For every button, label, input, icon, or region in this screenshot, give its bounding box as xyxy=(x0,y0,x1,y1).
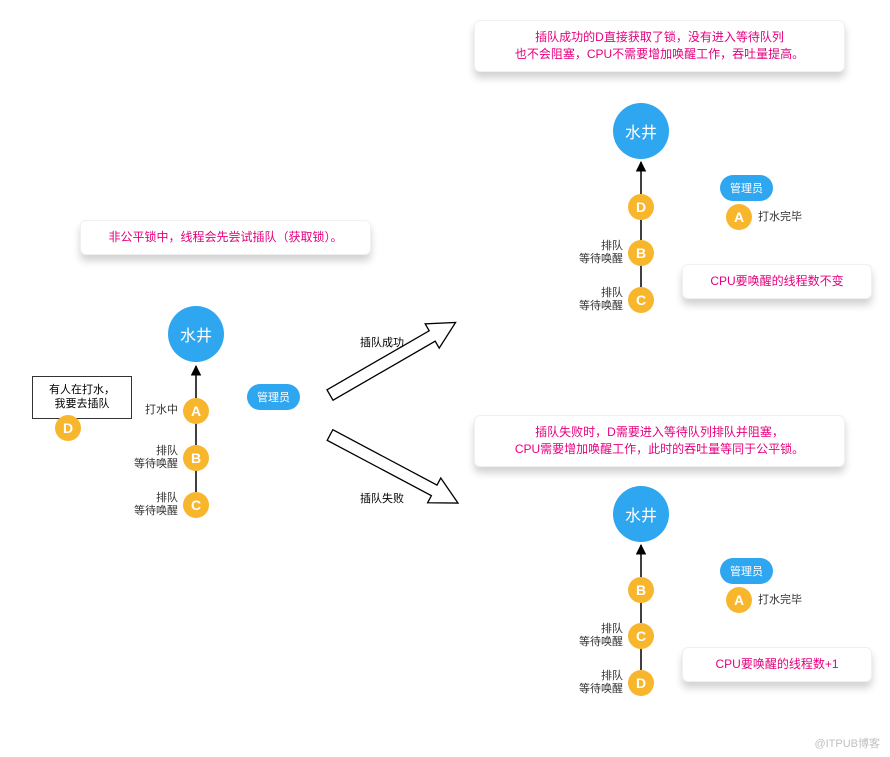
left-node-b-letter: B xyxy=(191,450,201,466)
tr-well-label: 水井 xyxy=(625,119,657,143)
left-node-a: A xyxy=(183,398,209,424)
br-speech-line2: CPU需要增加唤醒工作，此时的吞吐量等同于公平锁。 xyxy=(487,441,832,458)
br-d-label: 排队 等待唤醒 xyxy=(567,670,623,696)
left-node-b: B xyxy=(183,445,209,471)
left-speech-text: 非公平锁中，线程会先尝试插队（获取锁）。 xyxy=(93,229,358,246)
tr-node-d: D xyxy=(628,194,654,220)
br-a-done-label: 打水完毕 xyxy=(758,594,818,607)
left-node-d-letter: D xyxy=(63,420,73,436)
left-node-a-letter: A xyxy=(191,403,201,419)
br-cpu-text: CPU要唤醒的线程数+1 xyxy=(691,656,863,673)
left-node-c: C xyxy=(183,492,209,518)
br-manager-label: 管理员 xyxy=(730,566,763,578)
tr-node-b-letter: B xyxy=(636,245,646,261)
br-well: 水井 xyxy=(613,486,669,542)
arrow-layer xyxy=(0,0,890,757)
left-speech-bubble: 非公平锁中，线程会先尝试插队（获取锁）。 xyxy=(80,220,371,255)
left-well-label: 水井 xyxy=(180,322,212,346)
tr-node-c: C xyxy=(628,287,654,313)
tr-node-c-letter: C xyxy=(636,292,646,308)
left-manager-pill: 管理员 xyxy=(247,384,300,410)
tr-node-b: B xyxy=(628,240,654,266)
left-manager-label: 管理员 xyxy=(257,392,290,404)
branch-success-label: 插队成功 xyxy=(360,334,404,350)
watermark: @ITPUB博客 xyxy=(814,735,880,751)
tr-a-done-label: 打水完毕 xyxy=(758,211,818,224)
left-node-d: D xyxy=(55,415,81,441)
tr-b-label: 排队 等待唤醒 xyxy=(567,240,623,266)
br-node-a-done: A xyxy=(726,587,752,613)
br-node-c: C xyxy=(628,623,654,649)
diagram-stage: 非公平锁中，线程会先尝试插队（获取锁）。 有人在打水， 我要去插队 D 水井 管… xyxy=(0,0,890,757)
tr-speech-line1: 插队成功的D直接获取了锁，没有进入等待队列 xyxy=(487,29,832,46)
tr-node-a-done: A xyxy=(726,204,752,230)
tr-cpu-text: CPU要唤醒的线程数不变 xyxy=(691,273,863,290)
tr-manager-pill: 管理员 xyxy=(720,175,773,201)
left-a-label: 打水中 xyxy=(128,404,178,417)
d-intention-box: 有人在打水， 我要去插队 xyxy=(32,376,132,419)
tr-manager-label: 管理员 xyxy=(730,183,763,195)
br-node-b-letter: B xyxy=(636,582,646,598)
br-c-label: 排队 等待唤醒 xyxy=(567,623,623,649)
tr-speech-line2: 也不会阻塞，CPU不需要增加唤醒工作，吞吐量提高。 xyxy=(487,46,832,63)
left-node-c-letter: C xyxy=(191,497,201,513)
tr-cpu-box: CPU要唤醒的线程数不变 xyxy=(682,264,872,299)
br-manager-pill: 管理员 xyxy=(720,558,773,584)
tr-speech-bubble: 插队成功的D直接获取了锁，没有进入等待队列 也不会阻塞，CPU不需要增加唤醒工作… xyxy=(474,20,845,72)
br-speech-line1: 插队失败时，D需要进入等待队列排队并阻塞， xyxy=(487,424,832,441)
tr-c-label: 排队 等待唤醒 xyxy=(567,287,623,313)
br-node-c-letter: C xyxy=(636,628,646,644)
br-a-done-letter: A xyxy=(734,592,744,608)
d-intention-line1: 有人在打水， xyxy=(49,384,115,396)
tr-well: 水井 xyxy=(613,103,669,159)
br-well-label: 水井 xyxy=(625,502,657,526)
br-cpu-box: CPU要唤醒的线程数+1 xyxy=(682,647,872,682)
br-node-b: B xyxy=(628,577,654,603)
left-well: 水井 xyxy=(168,306,224,362)
tr-a-done-letter: A xyxy=(734,209,744,225)
branch-fail-label: 插队失败 xyxy=(360,490,404,506)
d-intention-line2: 我要去插队 xyxy=(55,398,110,410)
br-node-d: D xyxy=(628,670,654,696)
br-speech-bubble: 插队失败时，D需要进入等待队列排队并阻塞， CPU需要增加唤醒工作，此时的吞吐量… xyxy=(474,415,845,467)
br-node-d-letter: D xyxy=(636,675,646,691)
left-c-label: 排队 等待唤醒 xyxy=(122,492,178,518)
tr-node-d-letter: D xyxy=(636,199,646,215)
left-b-label: 排队 等待唤醒 xyxy=(122,445,178,471)
